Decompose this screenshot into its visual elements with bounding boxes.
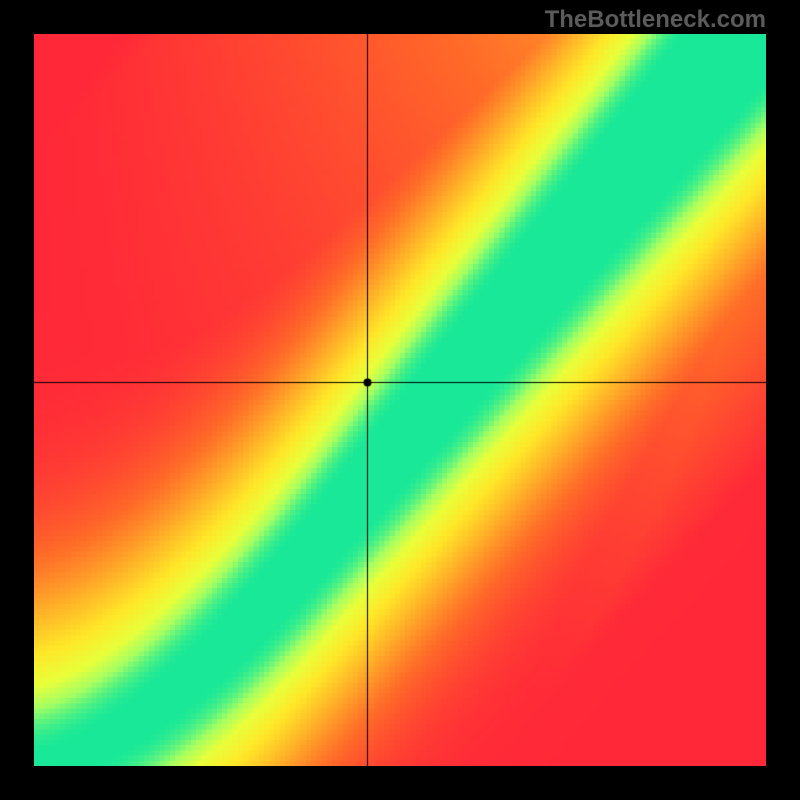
watermark-text: TheBottleneck.com	[545, 6, 766, 34]
crosshair-overlay	[34, 34, 766, 766]
chart-container: TheBottleneck.com	[0, 0, 800, 800]
